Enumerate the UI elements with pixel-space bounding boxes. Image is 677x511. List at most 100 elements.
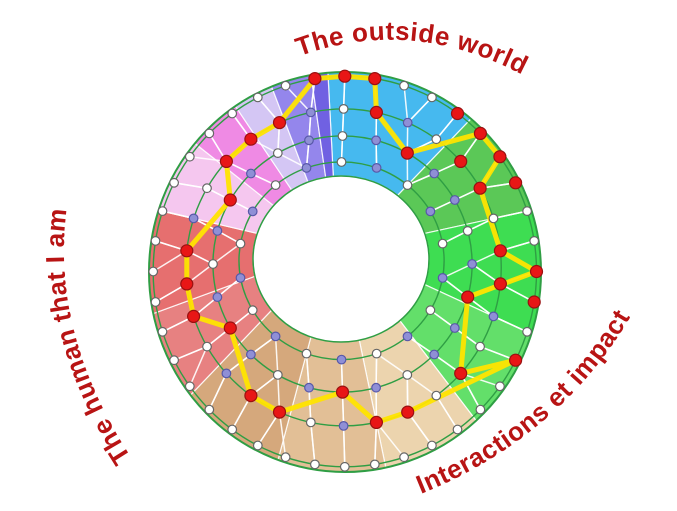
- graph-node-p: [425, 206, 436, 217]
- graph-node-w: [427, 440, 437, 451]
- graph-node-w: [184, 381, 195, 392]
- graph-node-p: [429, 349, 440, 360]
- graph-node-w: [371, 348, 382, 359]
- mesh-line: [173, 182, 208, 189]
- graph-node-w: [475, 341, 486, 352]
- mesh-line: [403, 85, 409, 123]
- label-outside-world: The outside world: [292, 16, 534, 80]
- graph-node-r: [461, 290, 475, 304]
- graph-node-r: [473, 126, 487, 140]
- graph-node-r: [508, 176, 523, 190]
- mesh-line: [429, 309, 456, 329]
- mesh-line: [407, 411, 433, 446]
- mesh-line: [278, 411, 287, 458]
- mesh-line: [277, 152, 307, 169]
- graph-node-w: [202, 183, 212, 194]
- graph-node-p: [488, 311, 499, 322]
- mesh-line: [375, 421, 405, 458]
- graph-node-w: [301, 348, 312, 359]
- graph-node-w: [402, 180, 413, 191]
- graph-node-p: [305, 107, 316, 118]
- graph-node-w: [475, 404, 486, 415]
- graph-node-w: [522, 206, 532, 217]
- graph-node-w: [150, 235, 161, 246]
- graph-node-r: [401, 405, 415, 419]
- mesh-line: [162, 210, 194, 220]
- graph-node-w: [157, 326, 168, 337]
- graph-node-r: [223, 321, 237, 335]
- graph-node-w: [369, 459, 380, 470]
- graph-node-w: [252, 440, 263, 451]
- graph-node-w: [270, 180, 281, 191]
- graph-node-w: [272, 148, 283, 159]
- graph-node-w: [488, 213, 499, 224]
- graph-node-p: [245, 349, 256, 360]
- graph-node-p: [212, 225, 223, 236]
- graph-node-w: [169, 177, 180, 188]
- graph-node-p: [371, 382, 382, 393]
- label-human-that-i-am: The human that I am: [40, 207, 136, 471]
- graph-node-p: [235, 273, 246, 283]
- graph-node-r: [450, 106, 465, 121]
- graph-node-w: [150, 297, 161, 307]
- mesh-line: [493, 210, 528, 220]
- graph-node-r: [272, 115, 287, 130]
- inner-hole: [252, 175, 430, 343]
- graph-node-r: [223, 193, 237, 207]
- graph-node-p: [221, 368, 232, 379]
- graph-node-r: [272, 405, 287, 419]
- mesh-line: [250, 335, 277, 356]
- mesh-line: [376, 352, 408, 376]
- graph-node-r: [400, 146, 414, 160]
- graph-node-w: [399, 452, 410, 463]
- graph-node-r: [369, 415, 383, 429]
- graph-node-p: [467, 259, 478, 269]
- mesh-line: [189, 346, 208, 387]
- graph-node-r: [473, 181, 487, 195]
- graph-node-r: [244, 132, 258, 146]
- graph-node-p: [402, 331, 413, 342]
- graph-node-w: [157, 206, 168, 217]
- mesh-line: [407, 335, 435, 356]
- graph-node-w: [148, 266, 159, 277]
- graph-node-w: [227, 424, 238, 435]
- graph-node-p: [247, 206, 258, 217]
- graph-node-w: [462, 225, 473, 236]
- graph-node-w: [184, 151, 195, 162]
- graph-node-w: [522, 326, 532, 337]
- graph-node-p: [301, 162, 312, 173]
- graph-node-w: [305, 417, 316, 428]
- graph-node-p: [429, 168, 440, 179]
- mesh-line: [257, 411, 281, 446]
- graph-node-w: [399, 80, 410, 91]
- graph-node-r: [529, 264, 544, 279]
- graph-node-p: [437, 273, 448, 283]
- graph-node-p: [371, 135, 382, 146]
- graph-node-w: [252, 92, 263, 103]
- graph-node-p: [449, 195, 460, 205]
- graph-node-w: [336, 157, 347, 167]
- graph-node-w: [247, 305, 258, 316]
- graph-node-w: [280, 80, 291, 91]
- graph-node-r: [493, 150, 507, 164]
- graph-node-w: [427, 92, 437, 103]
- graph-node-w: [202, 341, 212, 352]
- mesh-line: [374, 422, 378, 465]
- graph-node-w: [272, 370, 283, 380]
- graph-node-w: [204, 404, 215, 415]
- graph-node-w: [337, 131, 348, 141]
- graph-node-p: [270, 331, 281, 342]
- mesh-line: [442, 263, 473, 279]
- graph-node-w: [280, 452, 291, 463]
- graph-node-w: [425, 305, 436, 316]
- graph-node-p: [338, 421, 349, 431]
- graph-node-r: [508, 353, 523, 367]
- graph-node-w: [227, 108, 238, 119]
- graph-node-r: [187, 309, 201, 323]
- graph-node-r: [335, 385, 350, 399]
- graph-node-p: [245, 168, 256, 179]
- mesh-line: [407, 96, 433, 124]
- graph-node-r: [180, 277, 194, 291]
- mesh-line: [454, 327, 481, 348]
